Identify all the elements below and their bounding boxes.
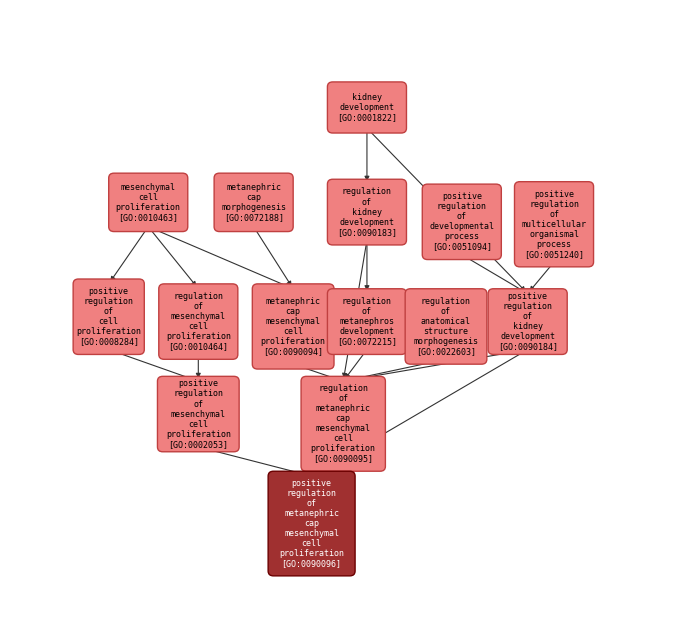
FancyBboxPatch shape [109,173,188,231]
Text: mesenchymal
cell
proliferation
[GO:0010463]: mesenchymal cell proliferation [GO:00104… [116,183,181,222]
Text: positive
regulation
of
mesenchymal
cell
proliferation
[GO:0002053]: positive regulation of mesenchymal cell … [166,379,231,449]
FancyBboxPatch shape [158,284,238,360]
FancyBboxPatch shape [328,179,407,245]
Text: kidney
development
[GO:0001822]: kidney development [GO:0001822] [337,93,397,122]
Text: regulation
of
metanephric
cap
mesenchymal
cell
proliferation
[GO:0090095]: regulation of metanephric cap mesenchyma… [311,384,376,463]
FancyBboxPatch shape [488,289,567,355]
Text: regulation
of
kidney
development
[GO:0090183]: regulation of kidney development [GO:009… [337,188,397,237]
FancyBboxPatch shape [405,289,487,364]
FancyBboxPatch shape [73,279,144,355]
FancyBboxPatch shape [328,82,407,133]
FancyBboxPatch shape [268,471,355,576]
Text: regulation
of
mesenchymal
cell
proliferation
[GO:0010464]: regulation of mesenchymal cell prolifera… [166,292,231,351]
Text: positive
regulation
of
cell
proliferation
[GO:0008284]: positive regulation of cell proliferatio… [76,287,141,346]
FancyBboxPatch shape [515,181,594,267]
FancyBboxPatch shape [214,173,293,231]
Text: regulation
of
anatomical
structure
morphogenesis
[GO:0022603]: regulation of anatomical structure morph… [413,297,479,356]
Text: positive
regulation
of
multicellular
organismal
process
[GO:0051240]: positive regulation of multicellular org… [522,190,587,259]
Text: metanephric
cap
mesenchymal
cell
proliferation
[GO:0090094]: metanephric cap mesenchymal cell prolife… [260,297,326,356]
FancyBboxPatch shape [422,184,501,260]
Text: positive
regulation
of
developmental
process
[GO:0051094]: positive regulation of developmental pro… [429,192,494,252]
Text: metanephric
cap
morphogenesis
[GO:0072188]: metanephric cap morphogenesis [GO:007218… [221,183,286,222]
FancyBboxPatch shape [328,289,407,355]
FancyBboxPatch shape [158,376,239,452]
FancyBboxPatch shape [301,376,386,471]
Text: positive
regulation
of
metanephric
cap
mesenchymal
cell
proliferation
[GO:009009: positive regulation of metanephric cap m… [279,479,344,568]
Text: positive
regulation
of
kidney
development
[GO:0090184]: positive regulation of kidney developmen… [498,292,558,351]
FancyBboxPatch shape [252,284,334,369]
Text: regulation
of
metanephros
development
[GO:0072215]: regulation of metanephros development [G… [337,297,397,346]
